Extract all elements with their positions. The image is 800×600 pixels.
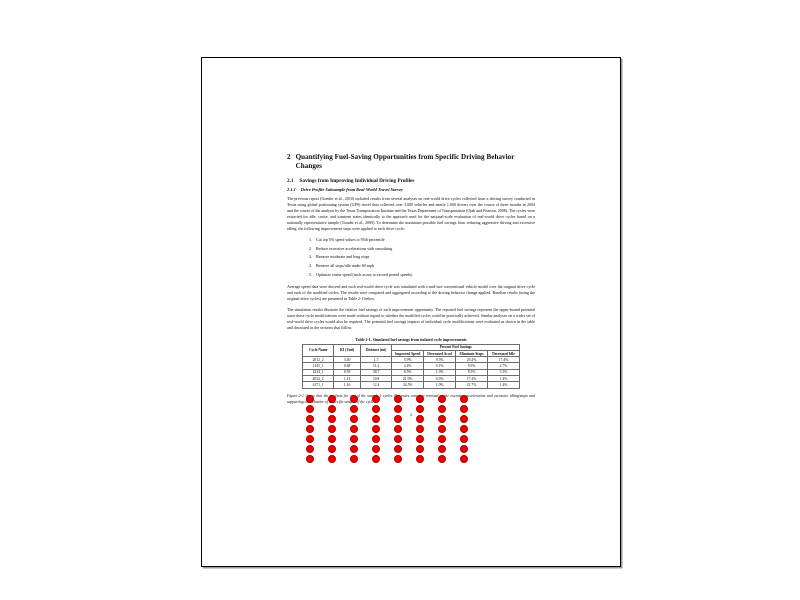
table-cell: 1.4% — [487, 381, 520, 389]
table-cell: 12.4 — [360, 381, 393, 389]
list-item: Cut top 5% speed values to 95th percenti… — [313, 237, 535, 243]
table-cell: 1.16 — [333, 381, 362, 389]
annotation-dot — [459, 434, 469, 444]
annotation-dot — [371, 454, 381, 464]
section-number: 2.1 — [287, 177, 294, 184]
section-heading-2-1-1: 2.1.1 Drive Profile Subsample from Real-… — [287, 187, 535, 192]
annotation-dot — [349, 424, 359, 434]
page-number: 2 — [410, 412, 412, 418]
annotation-dot — [349, 454, 359, 464]
list-item: Remove all stops/idle under 60 mph — [313, 263, 535, 269]
col-header-cycle-name: Cycle Name — [301, 343, 335, 358]
annotation-dot — [415, 434, 425, 444]
annotation-dot — [349, 434, 359, 444]
section-heading-2-1: 2.1 Savings from Improving Individual Dr… — [287, 178, 535, 184]
col-header-ki: KI (1/mi) — [333, 343, 362, 358]
col-header-group-percent-fuel-savings: Percent Fuel Savings — [391, 343, 520, 351]
list-item: Remove moderate and long stops — [313, 254, 535, 260]
annotation-dot — [437, 434, 447, 444]
annotation-dot — [305, 424, 315, 434]
table-body: 2012_2 3.30 1.7 5.9% 9.5% 29.2% 17.4% 2145_1 0.6… — [301, 356, 520, 389]
heading-text: Quantifying Fuel-Saving Opportunities fr… — [295, 153, 515, 171]
annotation-dot — [459, 424, 469, 434]
table-row: 4234_1 0.59 58.7 8.5% 1.3% 8.5% 3.3% — [301, 368, 520, 377]
annotation-dot — [305, 444, 315, 454]
table-row: 4171_1 1.16 12.4 24.5% 1.0% 21.7% 1.4% — [301, 381, 520, 389]
heading-number: 2 — [287, 153, 291, 161]
table-title: Table 2-1. Simulated fuel savings from i… — [355, 338, 467, 343]
table-note: Figure 2-1 shows that the analysis for o… — [287, 393, 535, 404]
annotation-dot — [459, 454, 469, 464]
page-title: 2 Quantifying Fuel-Saving Opportunities … — [287, 153, 535, 172]
subsection-text: Drive Profile Subsample from Real-World … — [300, 186, 403, 192]
annotation-dot — [305, 454, 315, 464]
annotation-dot — [415, 454, 425, 464]
annotation-dot — [371, 444, 381, 454]
document-page: 2 Quantifying Fuel-Saving Opportunities … — [201, 57, 621, 567]
annotation-dot — [393, 424, 403, 434]
annotation-dot — [415, 424, 425, 434]
annotation-dot — [371, 424, 381, 434]
body-paragraph-2: Average speed data were derived and each… — [287, 283, 535, 301]
document-content: 2 Quantifying Fuel-Saving Opportunities … — [287, 153, 535, 417]
table-cell: 21.7% — [455, 381, 489, 389]
annotation-dot — [327, 424, 337, 434]
section-text: Savings from Improving Individual Drivin… — [299, 177, 415, 184]
improvement-steps-list: Cut top 5% speed values to 95th percenti… — [287, 237, 535, 278]
annotation-dot — [393, 434, 403, 444]
table-cell: 1.0% — [423, 381, 457, 389]
annotation-dot — [437, 454, 447, 464]
col-header-distance: Distance (mi) — [360, 343, 393, 358]
body-paragraph-1: The previous report (Gonder et al., 2010… — [287, 195, 535, 232]
fuel-savings-table: Cycle Name KI (1/mi) Distance (mi) Perce… — [301, 343, 520, 389]
annotation-dot — [327, 434, 337, 444]
annotation-dot — [393, 454, 403, 464]
annotation-dot — [327, 454, 337, 464]
body-paragraph-3: The simulation results illustrate the re… — [287, 306, 535, 331]
annotation-dot — [437, 424, 447, 434]
annotation-dot — [415, 444, 425, 454]
table-cell: 24.5% — [391, 381, 425, 389]
annotation-dot — [437, 444, 447, 454]
list-item: Reduce excessive accelerations with smoo… — [313, 246, 535, 252]
annotation-dot — [393, 444, 403, 454]
table-head: Cycle Name KI (1/mi) Distance (mi) Perce… — [301, 343, 520, 358]
table-section: Table 2-1. Simulated fuel savings from i… — [287, 338, 535, 417]
annotation-dot — [459, 444, 469, 454]
list-item: Optimize cruise speed (such as not to ex… — [313, 272, 535, 278]
table-header-row-top: Cycle Name KI (1/mi) Distance (mi) Perce… — [301, 343, 520, 358]
table-cell: 4171_1 — [301, 381, 335, 389]
annotation-dot — [327, 444, 337, 454]
annotation-dot — [371, 434, 381, 444]
table-row: 2032_2 1.13 10.8 21.0% 0.3% 17.4% 1.4% — [301, 375, 520, 383]
subsection-number: 2.1.1 — [287, 186, 296, 192]
annotation-dot — [305, 434, 315, 444]
annotation-dot — [349, 444, 359, 454]
